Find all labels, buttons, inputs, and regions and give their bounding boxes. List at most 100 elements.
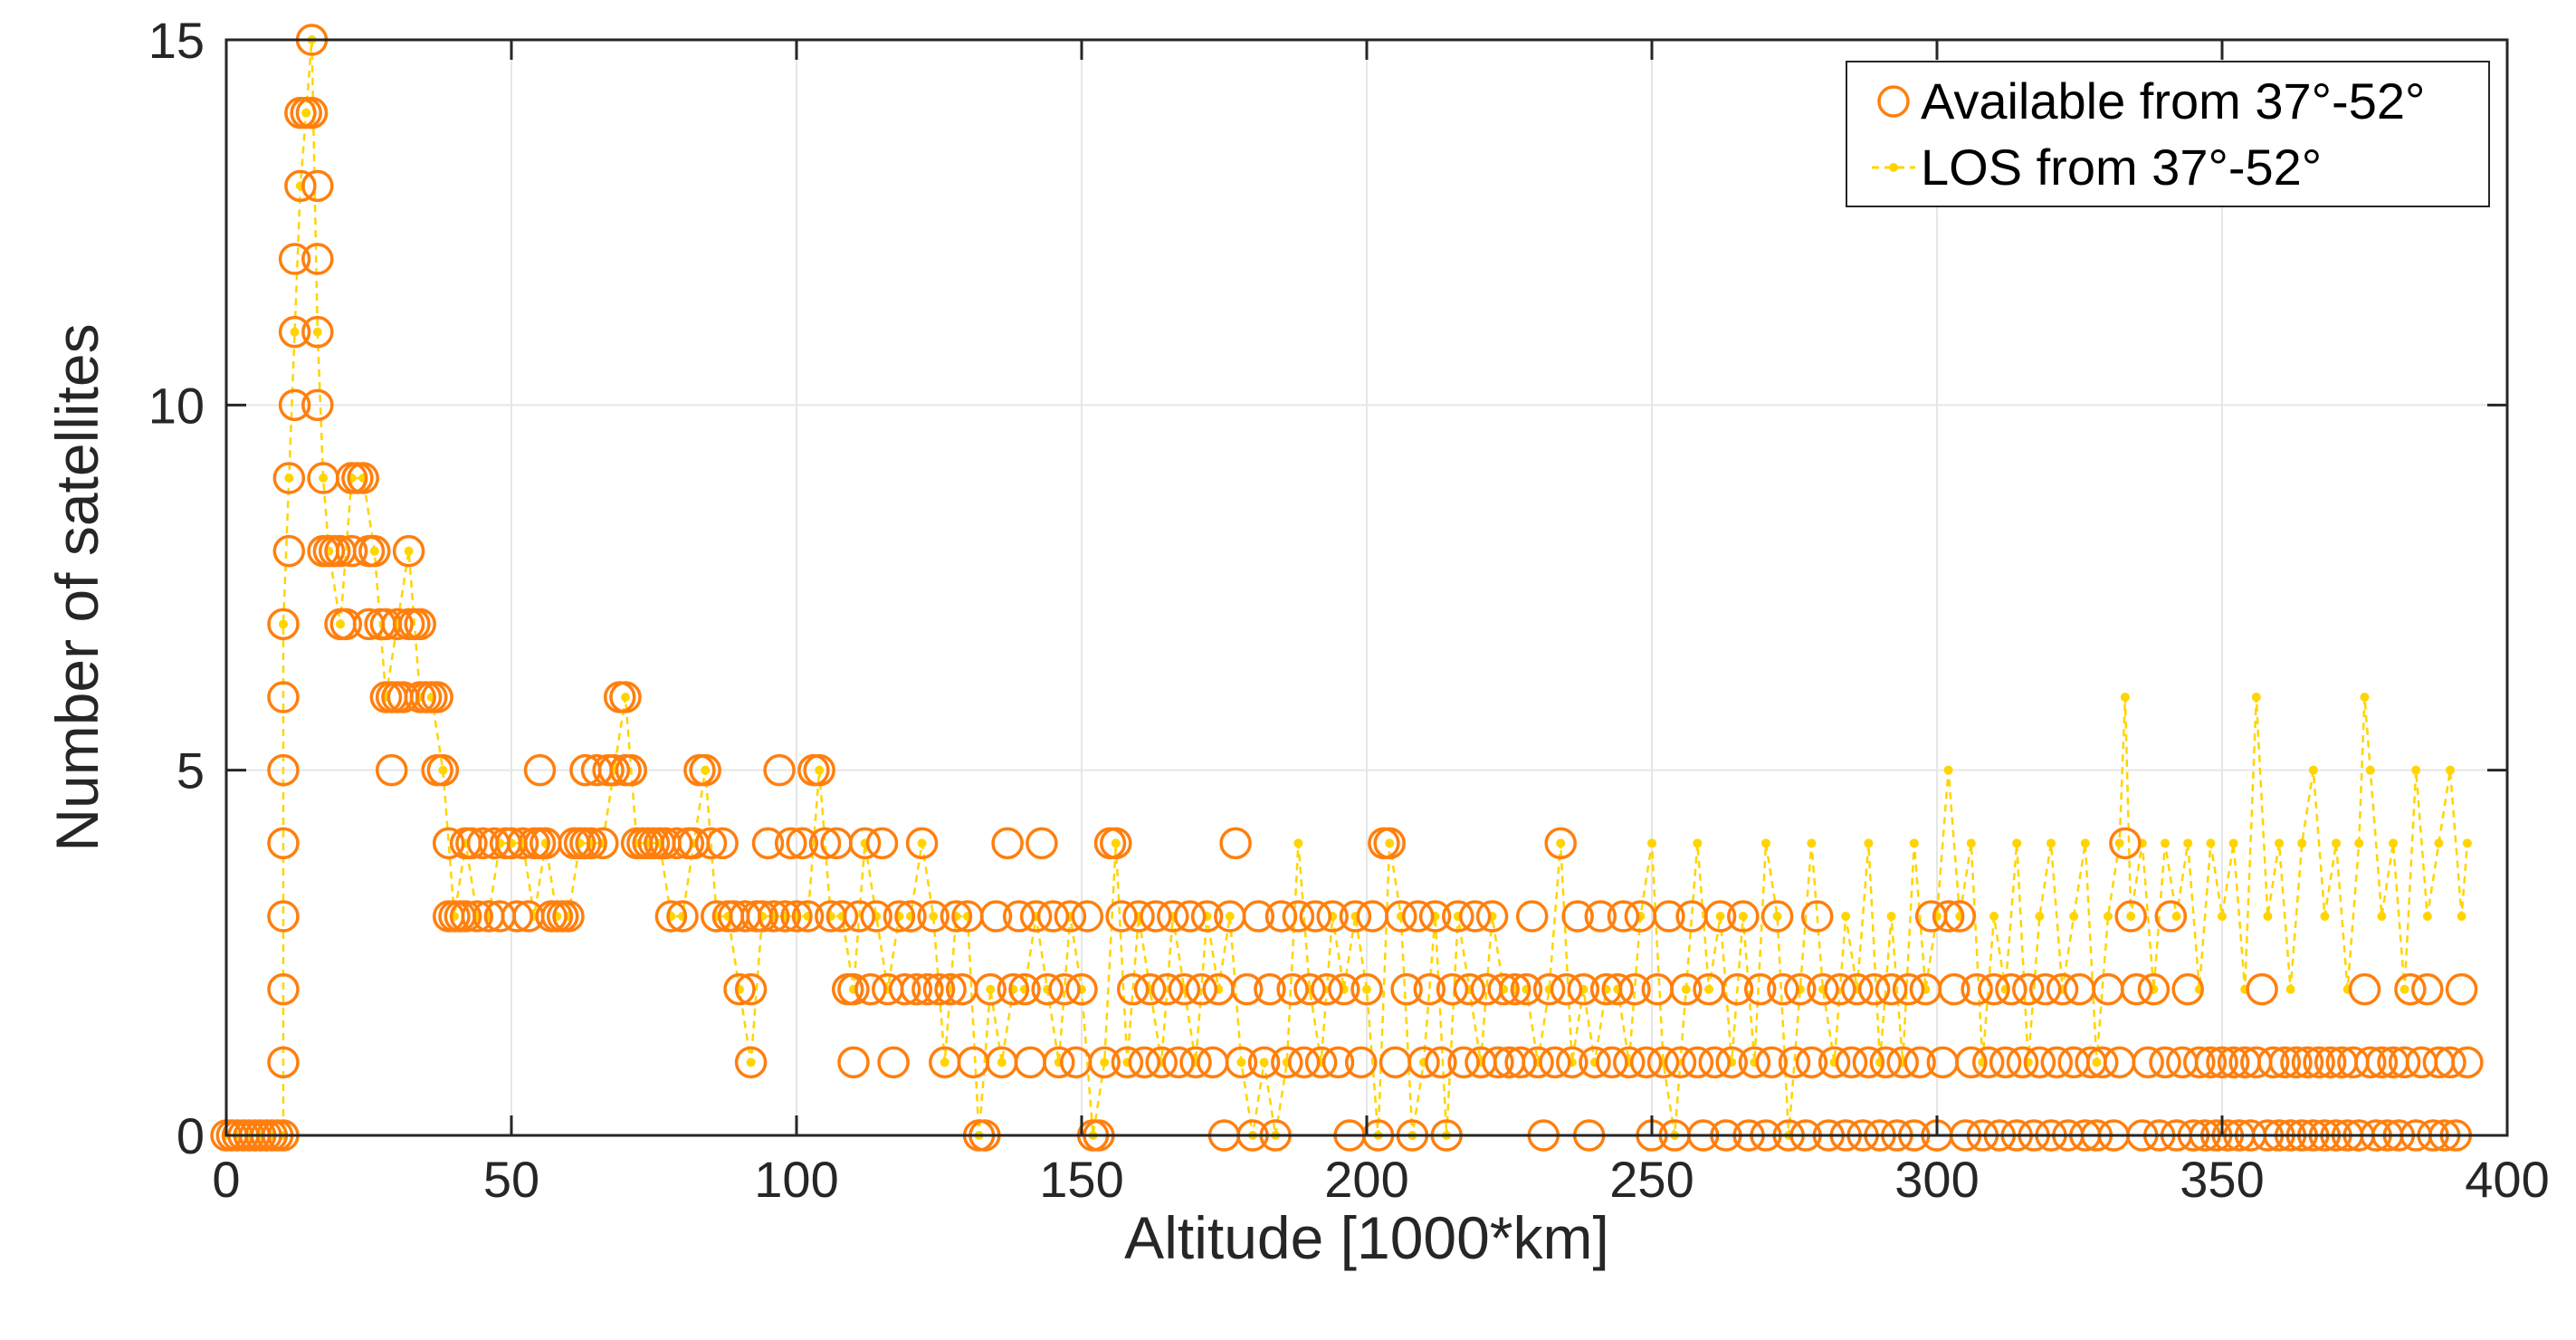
y-tick-label: 5: [177, 742, 205, 799]
available-point: [974, 972, 1007, 1006]
los-point: [2126, 912, 2136, 921]
available-point: [1036, 900, 1070, 933]
available-point: [2149, 1046, 2181, 1079]
los-point: [1989, 912, 1999, 921]
available-point: [1150, 972, 1184, 1006]
available-point: [2171, 972, 2204, 1006]
available-point: [2120, 972, 2153, 1006]
tick-labels: 0 50 100 150 200 250 300 350 400 0 5 10 15: [148, 12, 2550, 1208]
los-point: [1909, 838, 1919, 848]
los-point: [312, 327, 322, 337]
available-point: [2246, 972, 2278, 1006]
available-point: [1128, 1046, 1161, 1079]
available-point: [1892, 972, 1925, 1006]
available-point: [780, 900, 813, 933]
available-point: [1287, 1046, 1321, 1079]
available-point: [1425, 1046, 1457, 1079]
los-point: [1556, 838, 1566, 848]
available-point: [1755, 1046, 1789, 1079]
available-point: [2354, 1046, 2387, 1079]
available-point: [329, 608, 363, 641]
available-point: [791, 900, 825, 933]
available-point: [506, 827, 539, 860]
available-point: [1818, 1046, 1851, 1079]
available-point: [1111, 1046, 1144, 1079]
available-point: [421, 681, 453, 713]
los-point: [2218, 912, 2227, 921]
available-point: [1168, 972, 1201, 1006]
available-point: [375, 753, 408, 787]
available-point: [1886, 1046, 1919, 1079]
los-point: [284, 474, 294, 483]
available-point: [694, 827, 728, 860]
available-point: [1561, 900, 1594, 933]
available-point: [660, 827, 693, 860]
available-point: [301, 169, 334, 203]
available-point: [1760, 900, 1794, 933]
available-point: [1784, 972, 1817, 1006]
available-point: [1767, 972, 1799, 1006]
available-point: [2348, 972, 2381, 1006]
x-tick-label: 150: [1039, 1151, 1123, 1208]
available-point: [455, 827, 488, 860]
available-point: [2012, 972, 2045, 1006]
available-point: [922, 972, 956, 1006]
available-point: [1596, 1046, 1628, 1079]
available-point: [1293, 972, 1326, 1006]
available-point: [734, 972, 768, 1006]
available-point: [2445, 972, 2478, 1006]
available-point: [1903, 1046, 1936, 1079]
los-point: [290, 327, 300, 337]
available-point: [1100, 827, 1132, 860]
available-point: [1271, 1046, 1303, 1079]
x-tick-label: 0: [212, 1151, 240, 1208]
available-point: [1157, 900, 1189, 933]
available-point: [1646, 1046, 1680, 1079]
available-point: [1721, 972, 1754, 1006]
available-point: [1264, 900, 1298, 933]
available-point: [267, 972, 300, 1006]
los-point: [2297, 838, 2307, 848]
available-point: [1105, 900, 1138, 933]
los-point: [404, 546, 414, 556]
available-point: [1185, 972, 1218, 1006]
available-point: [267, 827, 300, 860]
available-point: [1629, 1046, 1663, 1079]
available-point: [2109, 827, 2142, 860]
x-tick-label: 200: [1324, 1151, 1408, 1208]
los-point: [2457, 912, 2466, 921]
available-point: [1938, 972, 1970, 1006]
available-point: [1407, 1046, 1440, 1079]
available-point: [295, 96, 329, 129]
los-point: [2332, 838, 2341, 848]
available-point: [1133, 972, 1167, 1006]
available-point: [1453, 972, 1486, 1006]
los-point: [2389, 838, 2398, 848]
available-point: [2132, 1046, 2164, 1079]
los-point: [438, 765, 448, 775]
available-point: [1311, 972, 1343, 1006]
available-point: [1670, 972, 1703, 1006]
available-point: [1522, 1046, 1554, 1079]
available-point: [1316, 900, 1349, 933]
los-point: [1841, 912, 1851, 921]
available-point: [1698, 1046, 1732, 1079]
los-point: [2360, 693, 2370, 702]
x-tick-label: 400: [2465, 1151, 2549, 1208]
available-point: [609, 681, 642, 713]
available-point: [587, 827, 619, 860]
available-point: [347, 462, 379, 494]
available-point: [552, 900, 585, 933]
available-point: [1418, 900, 1452, 933]
available-point: [1043, 1046, 1075, 1079]
los-point: [2183, 838, 2193, 848]
available-point: [2194, 1046, 2228, 1079]
available-point: [1841, 972, 1874, 1006]
available-point: [979, 900, 1013, 933]
available-point: [2028, 972, 2062, 1006]
available-point: [501, 900, 534, 933]
available-point: [1002, 900, 1035, 933]
ticks: [224, 38, 2509, 1137]
available-point: [1550, 972, 1583, 1006]
available-point: [803, 753, 835, 787]
